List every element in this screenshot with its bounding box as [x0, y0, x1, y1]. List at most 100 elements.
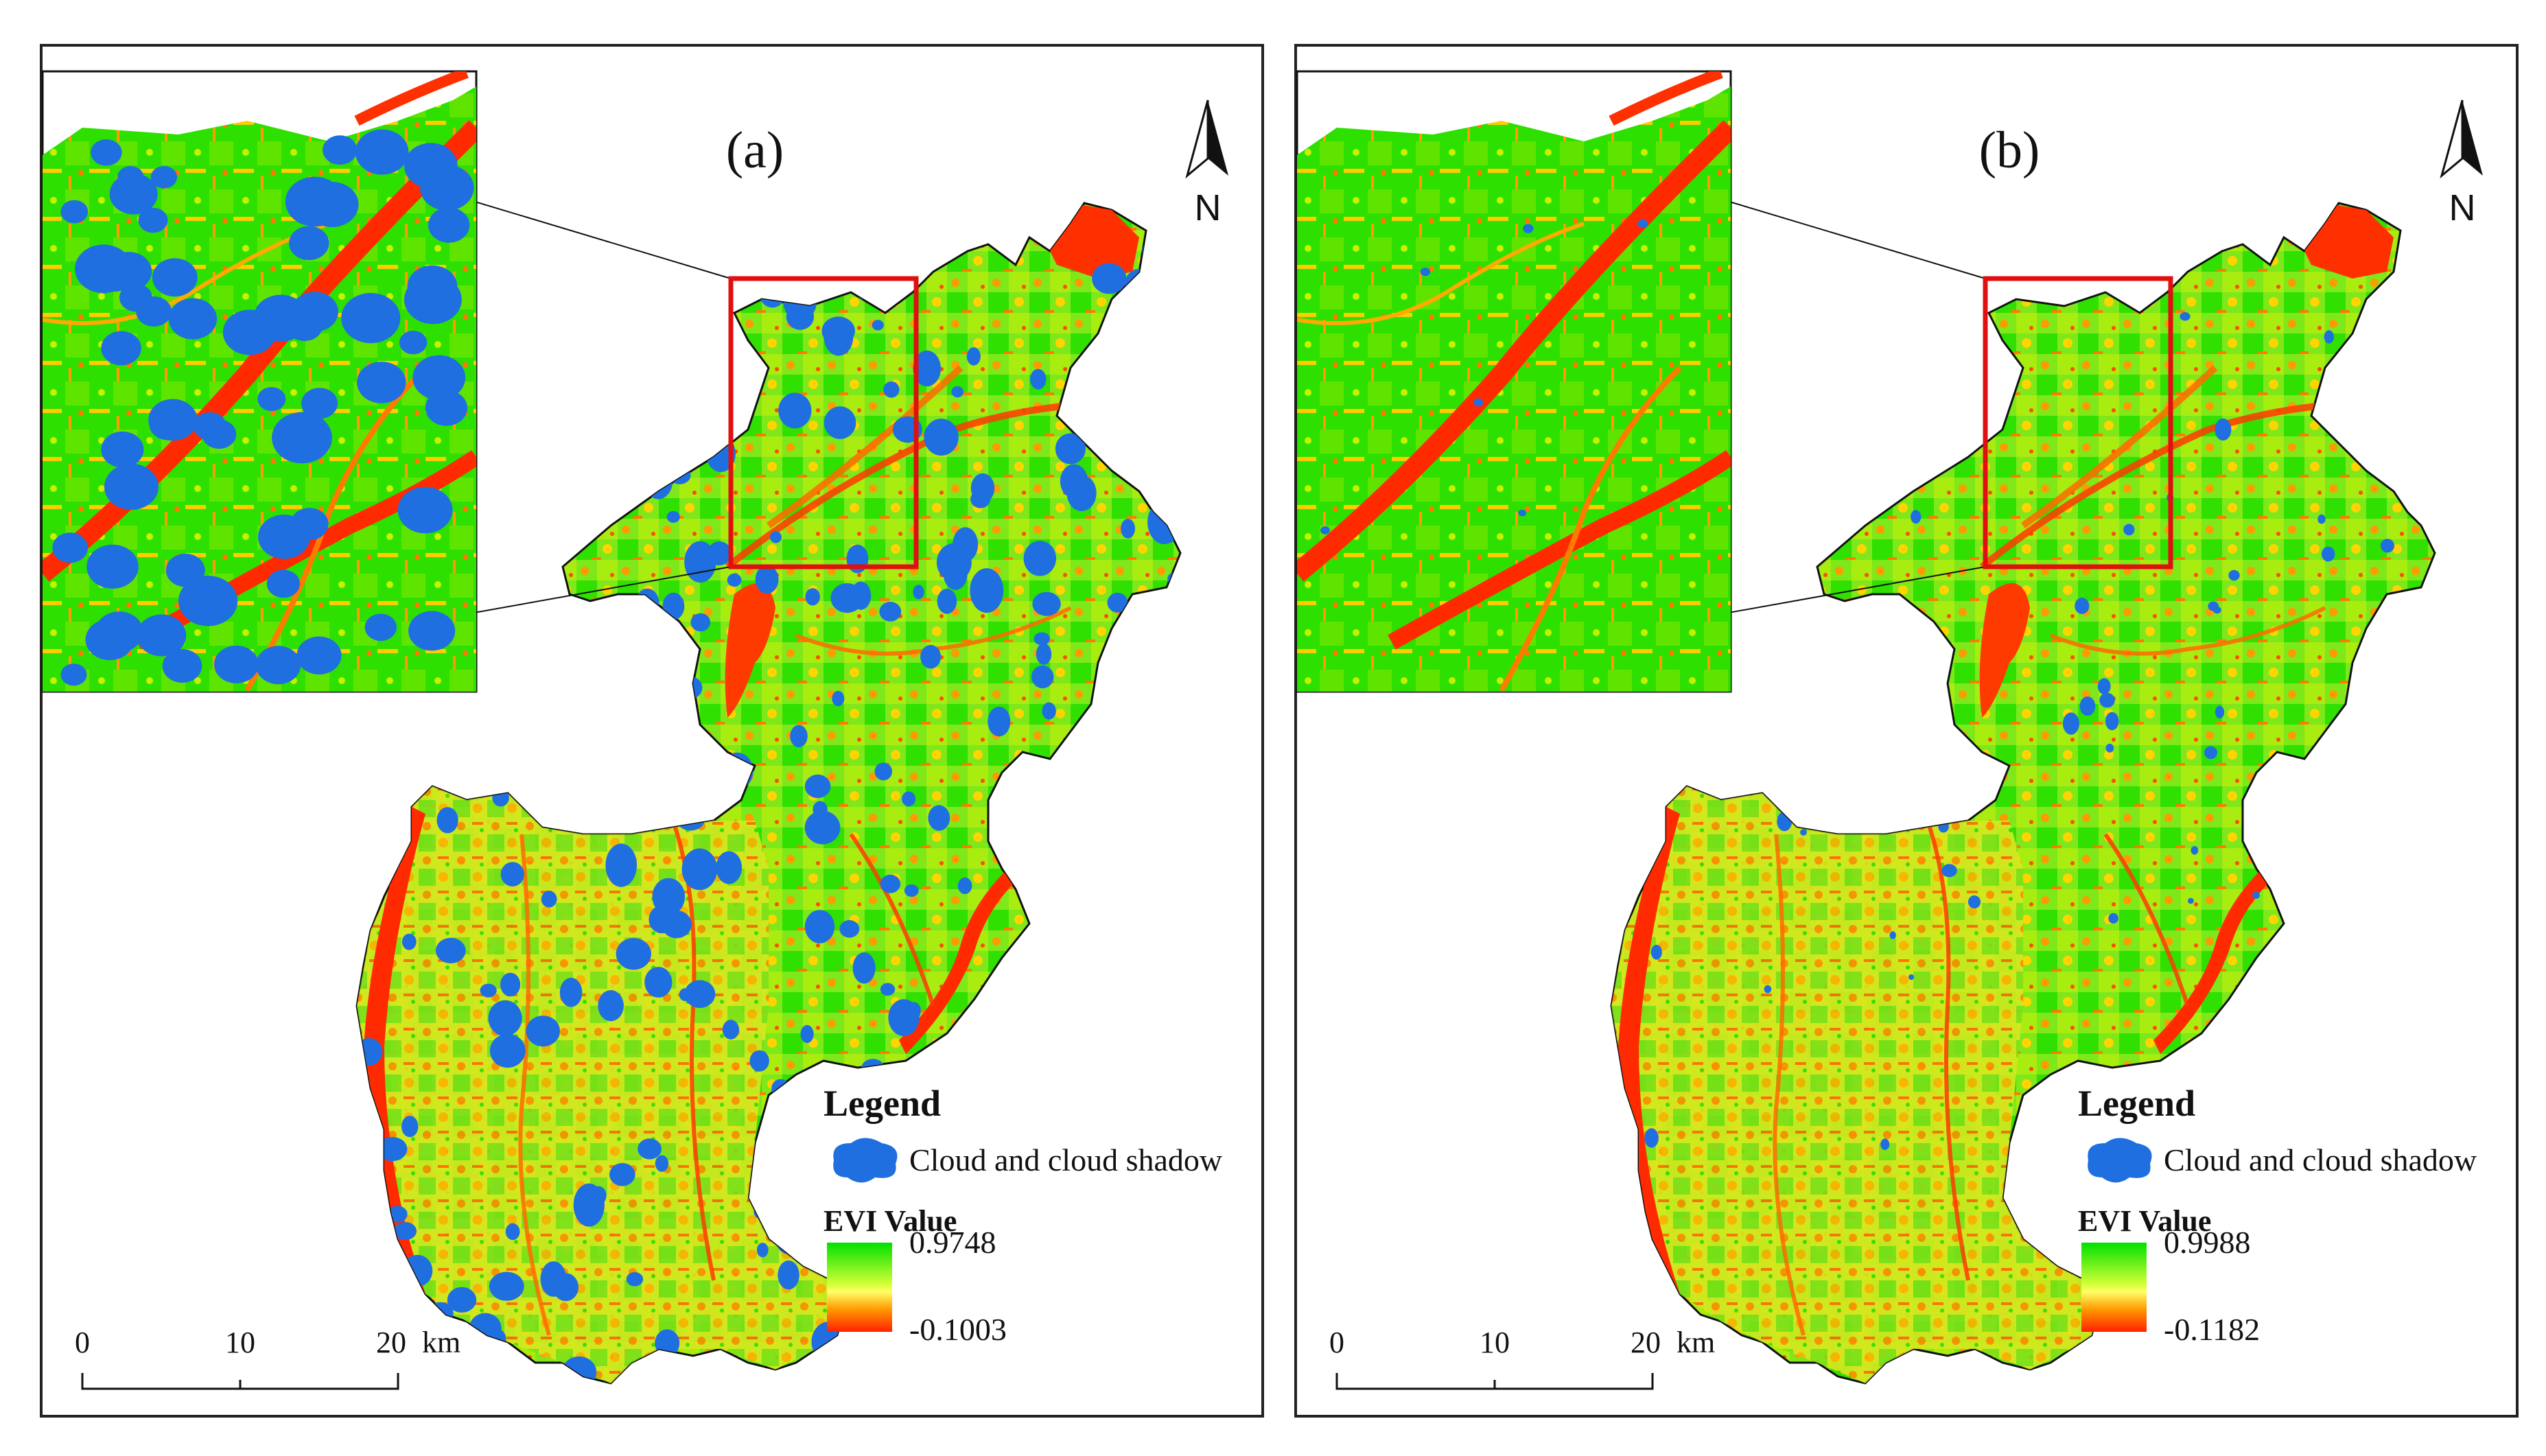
- lake: [725, 583, 775, 718]
- inset-cloud-patch: [291, 292, 338, 332]
- cloud-patch: [2075, 598, 2090, 614]
- scale-tick-label: 0: [1329, 1326, 1344, 1359]
- scale-tick-label: 0: [75, 1326, 90, 1359]
- river: [2049, 606, 2326, 656]
- inset-map: [1296, 70, 1732, 693]
- river: [849, 833, 935, 1007]
- cloud-patch: [1030, 368, 1047, 390]
- cloud-patch: [804, 810, 841, 845]
- inset-cloud-patch: [289, 226, 329, 261]
- cloud-patch: [988, 706, 1011, 737]
- cloud-patch: [1042, 702, 1056, 720]
- cloud-patch: [937, 589, 957, 614]
- river: [767, 365, 963, 529]
- lake: [1979, 583, 2030, 718]
- cloud-patch: [435, 937, 466, 963]
- cloud-patch: [489, 1033, 526, 1068]
- cloud-patch: [644, 967, 673, 998]
- cloud-legend-icon: [2088, 1138, 2152, 1183]
- inset-cloud-patch: [420, 165, 474, 211]
- cloud-patch: [447, 1287, 477, 1313]
- cloud-patch: [970, 568, 1004, 613]
- cloud-patch: [505, 1223, 520, 1241]
- cloud-patch: [883, 381, 900, 398]
- cloud-patch: [879, 602, 902, 622]
- cloud-patch: [684, 541, 716, 583]
- cloud-patch: [1911, 510, 1922, 524]
- north-label: N: [1195, 187, 1222, 228]
- map-panel-b: (b) N Legend Cloud and cloud shadow EVI Valu…: [1294, 44, 2519, 1418]
- cloud-patch: [778, 1260, 799, 1290]
- scale-tick-label: 20: [1631, 1326, 1661, 1359]
- cloud-patch: [913, 585, 924, 600]
- cloud-patch: [2105, 743, 2114, 753]
- cloud-patch: [872, 320, 884, 331]
- cloud-patch: [2180, 312, 2191, 321]
- cloud-patch: [902, 791, 916, 807]
- inset-cloud-patch: [1518, 509, 1526, 517]
- inset-cloud-patch: [193, 412, 226, 441]
- cloud-patch: [590, 1186, 607, 1205]
- cloud-patch: [436, 807, 458, 834]
- cloud-patch: [913, 350, 941, 387]
- cloud-patch: [904, 884, 919, 897]
- cloud-patch: [880, 983, 896, 996]
- cloud-patch: [605, 843, 637, 887]
- cloud-patch: [541, 891, 557, 908]
- map-panel-a: (a) N Legend Cloud and cloud shadow EVI Valu…: [40, 44, 1264, 1418]
- cloud-patch: [681, 848, 718, 891]
- cloud-patch: [804, 774, 831, 799]
- inset-cloud-patch: [1320, 526, 1330, 535]
- inset-cloud-patch: [101, 331, 141, 366]
- inset-cloud-patch: [136, 296, 172, 327]
- cloud-patch: [2188, 897, 2194, 904]
- inset-cloud-patch: [86, 544, 139, 589]
- inset-cloud-patch: [257, 387, 286, 412]
- inset-cloud-patch: [296, 636, 342, 674]
- cloud-patch: [2191, 846, 2199, 855]
- cloud-patch: [2097, 678, 2111, 694]
- cloud-patch: [970, 490, 991, 508]
- cloud-patch: [1066, 475, 1097, 511]
- inset-stream: [43, 222, 330, 325]
- cloud-patch: [850, 581, 872, 610]
- inset-cloud-patch: [301, 388, 338, 419]
- inset-cloud-patch: [266, 570, 300, 598]
- scale-tick-label: 10: [1480, 1326, 1510, 1359]
- inset-stream: [1499, 366, 1682, 692]
- cloud-patch: [1023, 541, 1057, 576]
- cloud-patch: [727, 573, 742, 587]
- cloud-patch: [1036, 643, 1052, 665]
- cloud-patch: [2381, 539, 2394, 553]
- cloud-patch: [2252, 891, 2260, 899]
- cloud-patch: [401, 933, 417, 950]
- inset-cloud-patch: [138, 207, 168, 233]
- cloud-patch: [2317, 514, 2326, 524]
- inset-cloud-patch: [117, 166, 144, 189]
- evi-legend-title: EVI Value: [824, 1204, 957, 1238]
- cloud-patch: [847, 545, 867, 565]
- inset-cloud-patch: [407, 265, 458, 308]
- cloud-patch: [2228, 570, 2240, 581]
- river: [1911, 785, 1970, 1281]
- scale-unit-label: km: [1677, 1326, 1715, 1359]
- cloud-patch: [716, 851, 743, 884]
- inset-cloud-patch: [95, 611, 143, 653]
- inset-cloud-patch: [258, 515, 310, 559]
- cloud-patch: [652, 878, 686, 915]
- inset-cloud-patch: [168, 298, 218, 340]
- inset-cloud-patch: [60, 200, 89, 224]
- cloud-patch: [690, 613, 711, 632]
- cloud-patch: [722, 1020, 739, 1040]
- cloud-patch: [874, 762, 893, 781]
- cloud-patch: [1908, 974, 1915, 981]
- inset-cloud-patch: [101, 431, 144, 468]
- inset-cloud-patch: [91, 139, 122, 166]
- inset-cloud-patch: [214, 645, 259, 683]
- cloud-patch: [957, 877, 972, 895]
- cloud-patch: [1107, 592, 1128, 613]
- cloud-patch: [1121, 519, 1135, 539]
- evi-legend-title: EVI Value: [2078, 1204, 2211, 1238]
- cloud-patch: [813, 801, 828, 819]
